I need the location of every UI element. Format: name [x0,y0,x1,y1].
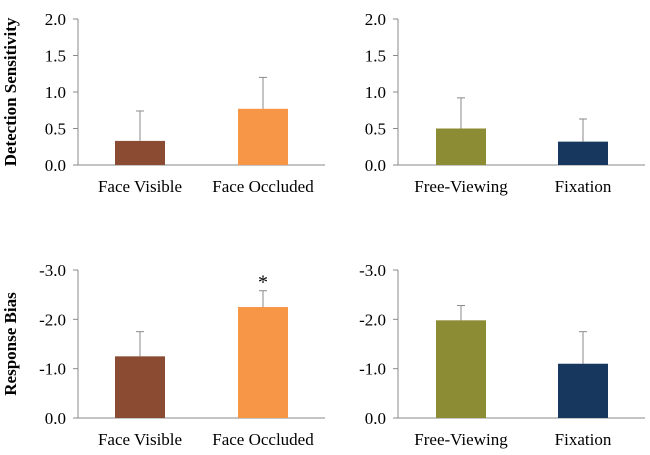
y-tick-label: 0.0 [365,156,386,175]
category-label: Fixation [555,177,612,196]
y-axis-title: Detection Sensitivity [1,17,20,166]
y-tick-label: -2.0 [359,310,386,329]
significance-marker: * [258,272,268,294]
y-tick-label: 0.0 [45,156,66,175]
y-tick-label: 2.0 [45,10,66,29]
bar-face-occluded [238,108,288,165]
bar-face-visible [115,356,165,418]
category-label: Face Visible [98,430,182,449]
category-label: Face Occluded [212,430,314,449]
category-label: Fixation [555,430,612,449]
y-tick-label: 0.0 [45,409,66,428]
y-tick-label: 0.0 [365,409,386,428]
y-tick-label: -2.0 [39,310,66,329]
category-label: Free-Viewing [414,430,508,449]
category-label: Face Occluded [212,177,314,196]
y-tick-label: -1.0 [359,360,386,379]
y-tick-label: 2.0 [365,10,386,29]
bar-free-viewing [436,320,486,418]
bar-fixation [558,363,608,418]
y-tick-label: 0.5 [45,120,66,139]
y-tick-label: 1.5 [365,47,386,66]
y-tick-label: -3.0 [359,261,386,280]
category-label: Face Visible [98,177,182,196]
y-tick-label: 0.5 [365,120,386,139]
y-tick-label: -1.0 [39,360,66,379]
y-tick-label: 1.5 [45,47,66,66]
y-tick-label: 1.0 [45,83,66,102]
bar-fixation [558,141,608,165]
bar-free-viewing [436,128,486,165]
bar-face-visible [115,140,165,165]
y-axis-title: Response Bias [1,292,20,396]
bar-face-occluded [238,307,288,418]
y-tick-label: 1.0 [365,83,386,102]
y-tick-label: -3.0 [39,261,66,280]
category-label: Free-Viewing [414,177,508,196]
